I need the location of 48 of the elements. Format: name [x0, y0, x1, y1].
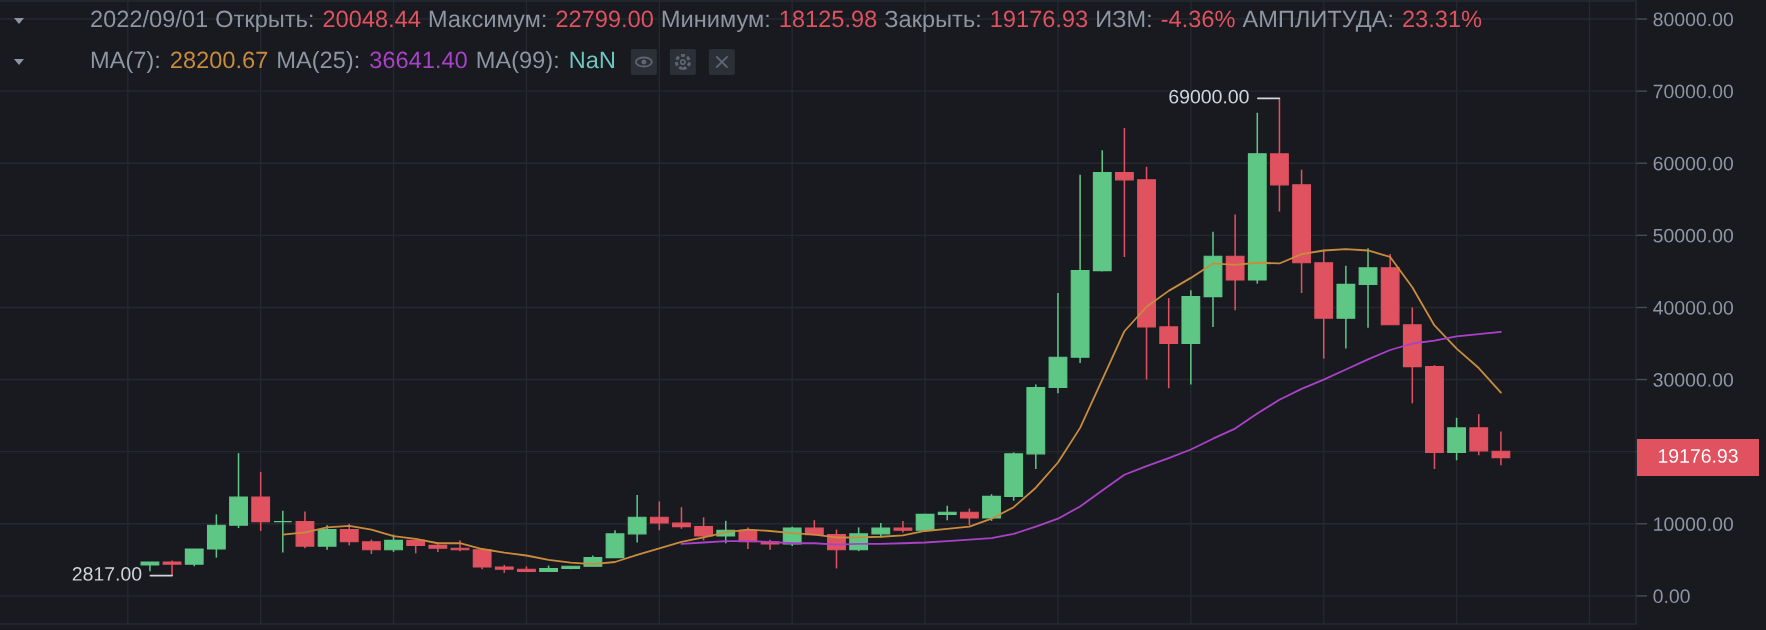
annotation: -4.36% — [1161, 10, 1235, 28]
y-tick-label: 30000.00 — [1653, 373, 1734, 387]
candlestick — [627, 494, 647, 544]
candlestick — [649, 500, 669, 532]
annotation: 36641.40 — [370, 51, 467, 69]
candlestick — [982, 493, 1001, 522]
candlestick — [1491, 430, 1511, 466]
annotation: MA(7): — [91, 51, 159, 73]
candlestick — [1225, 213, 1245, 312]
candlestick — [1469, 413, 1489, 457]
candlestick — [273, 510, 293, 554]
annotation: MA(99): — [477, 51, 558, 73]
candlestick — [937, 504, 957, 521]
candlestick — [317, 524, 337, 551]
annotation: 19176.93 — [991, 10, 1088, 28]
annotation: ИЗМ: — [1097, 10, 1151, 28]
annotation: 22799.00 — [556, 10, 653, 28]
y-tick-label: 40000.00 — [1653, 300, 1734, 315]
annotation: 20048.44 — [323, 10, 421, 28]
candlestick — [694, 516, 714, 542]
annotation: 23.31% — [1403, 10, 1482, 28]
candlestick — [672, 506, 691, 530]
y-tick-label: 50000.00 — [1653, 228, 1734, 243]
candlestick — [1114, 127, 1134, 258]
annotation: 2817.00 — [72, 567, 142, 581]
line-series — [281, 248, 1502, 566]
annotation: MA(25): — [278, 51, 359, 73]
y-tick-label: 80000.00 — [1653, 12, 1734, 27]
text: 19176.93 — [1658, 449, 1738, 463]
annotation: 18125.98 — [780, 10, 877, 28]
candlestick — [206, 513, 226, 559]
y-tick-label: 60000.00 — [1653, 156, 1734, 171]
annotation: Открыть: — [216, 10, 313, 32]
candlestick — [1358, 247, 1378, 329]
annotation: Максимум: — [429, 10, 546, 32]
annotation: NaN — [570, 51, 614, 69]
y-tick-label: 10000.00 — [1654, 517, 1734, 532]
candlestick — [605, 529, 625, 559]
annotation: Закрыть: — [885, 10, 980, 32]
annotation: 28200.67 — [171, 51, 268, 69]
annotation: Минимум: — [662, 10, 769, 32]
annotation: 2022/09/01 — [91, 10, 208, 28]
candlestick — [1159, 297, 1179, 389]
candlestick — [339, 523, 359, 547]
annotation: АМПЛИТУДА: — [1242, 10, 1392, 32]
annotation: 69000.00 — [1169, 89, 1249, 104]
y-tick-label: 0.00 — [1653, 589, 1690, 604]
y-tick-label: 70000.00 — [1653, 84, 1734, 99]
